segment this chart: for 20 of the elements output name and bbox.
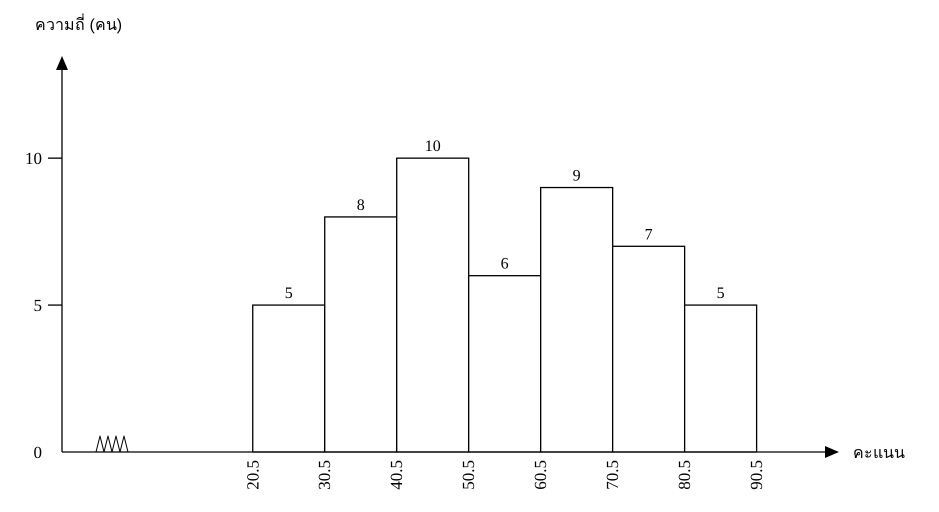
x-tick-label: 60.5 xyxy=(531,460,550,490)
x-tick-label: 90.5 xyxy=(747,460,766,490)
x-tick-label: 30.5 xyxy=(315,460,334,490)
data-label: 7 xyxy=(644,226,653,244)
data-label: 6 xyxy=(500,256,509,273)
y-tick-label: 5 xyxy=(34,296,42,316)
y-tick-label: 0 xyxy=(34,443,42,462)
x-axis-title: คะแนน xyxy=(853,445,905,462)
data-label: 10 xyxy=(424,138,441,156)
x-tick-label: 50.5 xyxy=(459,460,478,490)
data-label: 5 xyxy=(716,285,725,302)
x-tick-label: 40.5 xyxy=(387,460,406,490)
x-tick-label: 20.5 xyxy=(243,460,262,490)
y-tick-label: 10 xyxy=(25,149,42,168)
x-tick-label: 80.5 xyxy=(675,460,694,490)
data-label: 8 xyxy=(356,196,365,214)
x-tick-label: 70.5 xyxy=(603,460,622,490)
y-axis-title: ความถี่ (คน) xyxy=(35,13,122,34)
data-label: 9 xyxy=(572,168,581,185)
data-label: 5 xyxy=(284,285,293,302)
